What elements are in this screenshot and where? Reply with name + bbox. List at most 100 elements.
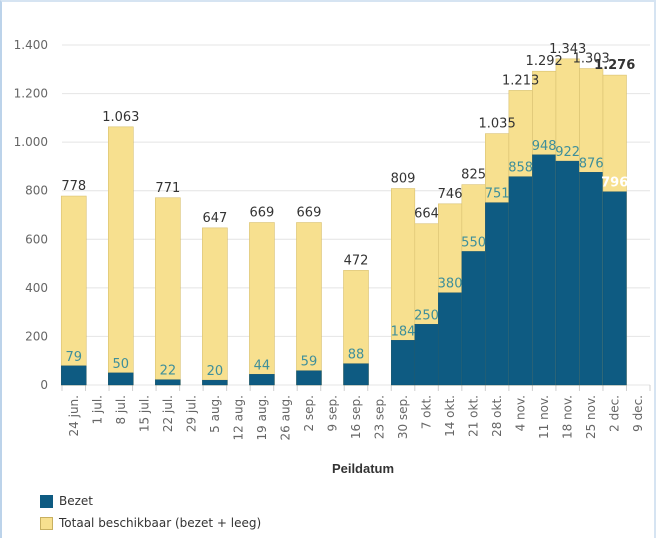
bezet-label: 22 — [160, 364, 177, 379]
bezet-label: 50 — [113, 357, 130, 372]
x-tick-label: 2 dec. — [608, 395, 622, 432]
bezet-label: 876 — [579, 156, 604, 171]
bezet-label: 550 — [461, 235, 486, 250]
bezet-label: 796 — [601, 176, 628, 191]
x-axis-ticks: 24 jun. 1 jul. 8 jul. 15 jul. 22 jul. 29 jul.… — [67, 395, 645, 440]
bezet-label: 922 — [555, 145, 580, 160]
x-tick-label: 9 sep. — [325, 395, 339, 432]
total-label: 1.303 — [573, 52, 610, 67]
x-tick-label: 9 dec. — [631, 395, 645, 432]
bezet-label: 20 — [207, 364, 224, 379]
total-label: 1.063 — [102, 110, 139, 125]
bars — [60, 58, 627, 386]
y-tick-label: 1.400 — [14, 38, 48, 52]
total-label: 1.276 — [594, 58, 635, 73]
x-tick-label: 22 jul. — [161, 395, 175, 432]
y-tick-label: 0 — [40, 378, 48, 392]
bezet-label: 380 — [438, 277, 463, 292]
x-tick-label: 25 nov. — [584, 395, 598, 439]
bar-bezet[interactable] — [61, 365, 87, 386]
x-tick-label: 30 sep. — [396, 395, 410, 439]
bar-bezet[interactable] — [249, 374, 275, 386]
y-tick-label: 1.000 — [14, 135, 48, 149]
bar-total[interactable] — [296, 222, 322, 386]
legend-swatch-totaal — [40, 516, 53, 530]
total-label: 746 — [438, 187, 463, 202]
x-tick-label: 7 okt. — [420, 395, 434, 429]
x-tick-label: 21 okt. — [467, 395, 481, 437]
bar-bezet[interactable] — [296, 370, 322, 386]
bar-bezet[interactable] — [532, 154, 557, 386]
x-tick-label: 23 sep. — [373, 395, 387, 439]
bar-bezet[interactable] — [343, 363, 369, 386]
bar-bezet[interactable] — [555, 160, 580, 386]
bar-bezet[interactable] — [202, 379, 228, 386]
x-tick-label: 29 jul. — [184, 395, 198, 432]
bar-bezet[interactable] — [485, 202, 510, 386]
total-label: 647 — [202, 211, 227, 226]
bar-bezet[interactable] — [602, 191, 627, 386]
x-tick-label: 14 okt. — [443, 395, 457, 437]
bezet-label: 250 — [414, 308, 439, 323]
total-label: 1.343 — [549, 42, 586, 57]
data-labels: 778 79 1.063 50 771 22 647 20 669 44 669 59 472 88 809… — [61, 42, 635, 379]
bezet-label: 184 — [391, 324, 416, 339]
bar-total[interactable] — [249, 222, 275, 386]
total-label: 1.213 — [502, 73, 539, 88]
total-label: 809 — [391, 172, 416, 187]
x-tick-label: 24 jun. — [67, 395, 81, 436]
total-label: 778 — [61, 179, 86, 194]
total-label: 664 — [414, 207, 439, 222]
bar-bezet[interactable] — [508, 176, 533, 386]
bar-total[interactable] — [60, 195, 87, 386]
bezet-label: 79 — [65, 350, 82, 365]
legend-swatch-bezet — [40, 494, 53, 508]
total-label: 1.292 — [526, 54, 563, 69]
bezet-label: 88 — [348, 348, 365, 363]
y-tick-label: 400 — [25, 281, 48, 295]
x-tick-label: 28 okt. — [490, 395, 504, 437]
bar-bezet[interactable] — [414, 324, 439, 386]
bezet-label: 948 — [532, 139, 557, 154]
x-tick-label: 5 aug. — [208, 395, 222, 433]
bezet-label: 44 — [254, 358, 271, 373]
bar-bezet[interactable] — [391, 340, 415, 386]
bar-bezet[interactable] — [579, 172, 604, 386]
bar-total[interactable] — [202, 227, 228, 386]
x-tick-label: 12 aug. — [231, 395, 245, 440]
bar-bezet[interactable] — [155, 379, 181, 386]
x-tick-label: 15 jul. — [137, 395, 151, 432]
legend-item-totaal[interactable]: Totaal beschikbaar (bezet + leeg) — [40, 516, 261, 530]
x-axis-title: Peildatum — [332, 461, 394, 476]
legend-label-bezet: Bezet — [59, 494, 94, 508]
legend-item-bezet[interactable]: Bezet — [40, 494, 93, 508]
x-tick-label: 11 nov. — [537, 395, 551, 439]
y-tick-label: 600 — [25, 232, 48, 246]
x-tick-label: 26 aug. — [278, 395, 292, 440]
total-label: 771 — [155, 181, 180, 196]
bezet-label: 59 — [301, 355, 318, 370]
total-label: 669 — [250, 206, 275, 221]
bar-total[interactable] — [155, 197, 181, 386]
bezet-label: 858 — [508, 161, 533, 176]
x-tick-label: 1 jul. — [90, 395, 104, 425]
bar-bezet[interactable] — [108, 372, 134, 386]
bar-bezet[interactable] — [461, 251, 486, 386]
y-tick-label: 1.200 — [14, 87, 48, 101]
x-tick-label: 19 aug. — [255, 395, 269, 440]
x-tick-label: 16 sep. — [349, 395, 363, 439]
y-axis-ticks: 0 200 400 600 800 1.000 1.200 1.400 — [14, 38, 48, 392]
total-label: 825 — [461, 168, 486, 183]
y-tick-label: 800 — [25, 184, 48, 198]
stacked-bar-chart: 0 200 400 600 800 1.000 1.200 1.400 778 79 1.063 5… — [14, 38, 651, 476]
x-tick-label: 8 jul. — [114, 395, 128, 425]
bar-bezet[interactable] — [438, 292, 463, 386]
x-tick-label: 2 sep. — [302, 395, 316, 432]
y-tick-label: 200 — [25, 329, 48, 343]
total-label: 472 — [344, 253, 369, 268]
total-label: 669 — [297, 206, 322, 221]
total-label: 1.035 — [479, 117, 516, 132]
x-tick-label: 18 nov. — [561, 395, 575, 439]
bar-total[interactable] — [108, 126, 134, 386]
